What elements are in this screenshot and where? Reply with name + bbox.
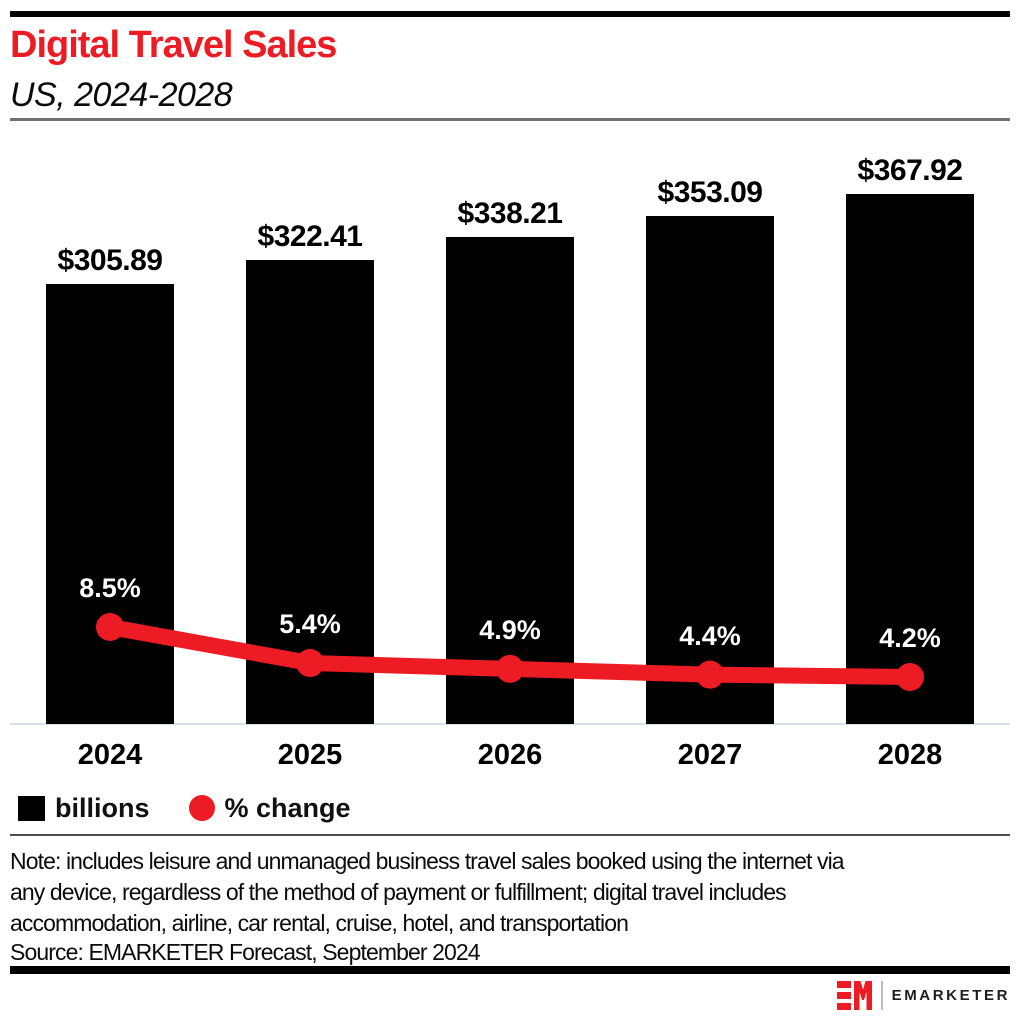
bar-value-label-2024: $305.89 xyxy=(57,243,163,277)
pct-change-label-2025: 5.4% xyxy=(279,609,341,640)
bar-value-label-2028: $367.92 xyxy=(857,154,963,188)
emarketer-logo: EMARKETER xyxy=(836,980,1010,1010)
x-axis-label-2026: 2026 xyxy=(477,739,543,771)
legend-line-label: % change xyxy=(224,792,351,823)
pct-change-label-2024: 8.5% xyxy=(79,573,141,603)
bar-value-label-2027: $353.09 xyxy=(657,175,763,209)
x-axis-label-2027: 2027 xyxy=(677,739,743,771)
bar-2026 xyxy=(446,236,574,724)
bar-2024 xyxy=(46,283,174,724)
pct-change-label-2028: 4.2% xyxy=(879,623,941,653)
pct-change-label-2027: 4.4% xyxy=(679,620,741,651)
footnote-divider xyxy=(10,834,1010,836)
note-line-2: any device, regardless of the method of … xyxy=(10,879,787,905)
x-axis-baseline xyxy=(10,723,1010,725)
pct-change-label-2026: 4.9% xyxy=(479,614,541,645)
bar-value-label-2025: $322.41 xyxy=(257,219,363,253)
chart-title: Digital Travel Sales xyxy=(10,24,337,66)
x-axis-label-2025: 2025 xyxy=(277,739,343,771)
chart-note: Note: includes leisure and unmanaged bus… xyxy=(10,846,845,939)
emarketer-monogram-icon xyxy=(836,980,872,1010)
chart-source: Source: EMARKETER Forecast, September 20… xyxy=(10,939,481,965)
chart-subtitle: US, 2024-2028 xyxy=(10,76,233,114)
x-axis-label-2024: 2024 xyxy=(77,739,143,771)
bar-value-label-2026: $338.21 xyxy=(457,196,563,230)
brand-wordmark: EMARKETER xyxy=(891,986,1010,1004)
legend-bar-swatch xyxy=(18,795,45,821)
legend-bar-label: billions xyxy=(55,792,150,823)
x-axis-label-2028: 2028 xyxy=(877,739,943,771)
note-line-1: Note: includes leisure and unmanaged bus… xyxy=(10,848,845,874)
note-line-3: accommodation, airline, car rental, crui… xyxy=(10,910,629,936)
logo-divider xyxy=(880,980,883,1010)
footer-rule xyxy=(10,966,1010,974)
legend-line-swatch xyxy=(188,795,215,821)
top-rule xyxy=(10,11,1010,17)
header-divider xyxy=(10,118,1010,121)
chart-legend: billions % change xyxy=(18,793,351,823)
bar-2025 xyxy=(246,259,374,724)
